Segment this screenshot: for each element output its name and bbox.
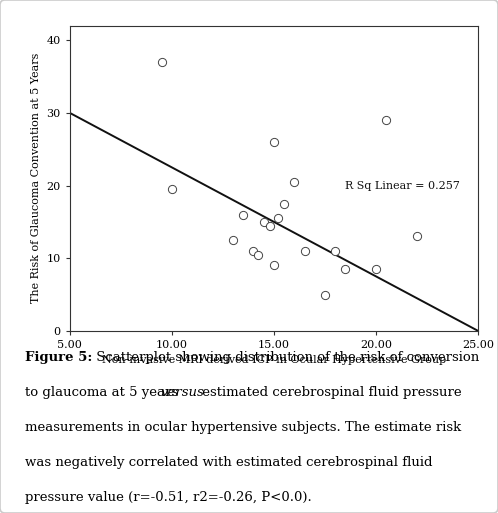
Point — [270, 262, 278, 270]
Text: was negatively correlated with estimated cerebrospinal fluid: was negatively correlated with estimated… — [25, 456, 432, 469]
Point — [290, 178, 298, 186]
Point — [301, 247, 309, 255]
Text: versus: versus — [160, 386, 204, 399]
Point — [382, 116, 390, 124]
Point — [331, 247, 339, 255]
Text: pressure value (r=-0.51, r2=-0.26, P<0.0).: pressure value (r=-0.51, r2=-0.26, P<0.0… — [25, 491, 312, 504]
Text: Figure 5:: Figure 5: — [25, 351, 92, 364]
Point — [260, 218, 268, 226]
Point — [274, 214, 282, 222]
Point — [280, 200, 288, 208]
Point — [168, 185, 176, 193]
Point — [270, 138, 278, 146]
Point — [253, 250, 261, 259]
Point — [321, 290, 329, 299]
Text: estimated cerebrospinal fluid pressure: estimated cerebrospinal fluid pressure — [198, 386, 461, 399]
Point — [266, 222, 274, 230]
Point — [239, 210, 247, 219]
Point — [413, 232, 421, 241]
Text: Scatterplot showing distribution of the risk of conversion: Scatterplot showing distribution of the … — [92, 351, 480, 364]
Text: R Sq Linear = 0.257: R Sq Linear = 0.257 — [346, 181, 460, 190]
X-axis label: Non-invasive MRI derived ICP in Ocular Hypertensive Group: Non-invasive MRI derived ICP in Ocular H… — [102, 356, 446, 365]
Text: measurements in ocular hypertensive subjects. The estimate risk: measurements in ocular hypertensive subj… — [25, 421, 461, 434]
Y-axis label: The Risk of Glaucoma Convention at 5 Years: The Risk of Glaucoma Convention at 5 Yea… — [31, 53, 41, 304]
Point — [249, 247, 257, 255]
Point — [372, 265, 380, 273]
Point — [229, 236, 237, 244]
Point — [158, 58, 166, 66]
Point — [342, 265, 350, 273]
Text: to glaucoma at 5 years: to glaucoma at 5 years — [25, 386, 182, 399]
